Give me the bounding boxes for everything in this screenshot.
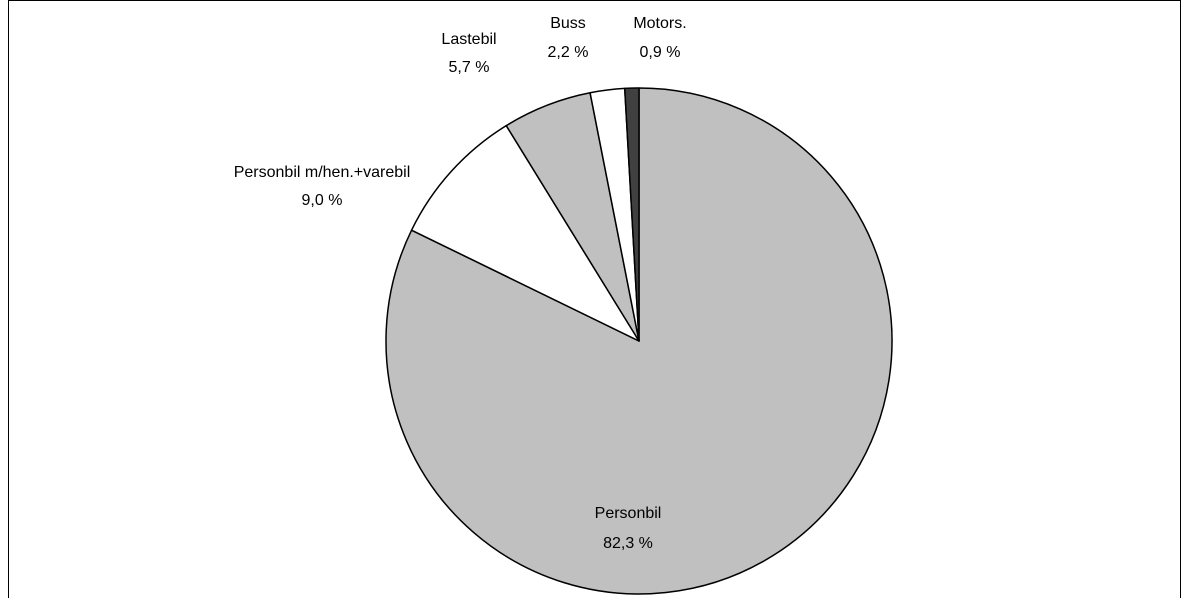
slice-value-personbil: 82,3 % <box>603 535 653 552</box>
chart-frame: Personbil 82,3 % Personbil m/hen.+varebi… <box>8 0 1181 598</box>
slice-value-personbil-hen-varebil: 9,0 % <box>302 192 343 209</box>
slice-label-personbil: Personbil <box>595 505 662 522</box>
pie-slice-1 <box>410 124 640 342</box>
pie-chart: Personbil 82,3 % Personbil m/hen.+varebi… <box>234 15 893 595</box>
slice-label-buss: Buss <box>550 15 586 32</box>
slice-label-personbil-hen-varebil: Personbil m/hen.+varebil <box>234 164 411 181</box>
pie-slices <box>385 87 893 595</box>
slice-label-lastebil: Lastebil <box>441 31 496 48</box>
slice-value-motors: 0,9 % <box>640 44 681 61</box>
pie-slice-4 <box>623 87 640 342</box>
slice-value-buss: 2,2 % <box>548 44 589 61</box>
slice-label-motors: Motors. <box>633 15 686 32</box>
pie-labels: Personbil 82,3 % Personbil m/hen.+varebi… <box>234 15 687 552</box>
slice-value-lastebil: 5,7 % <box>449 59 490 76</box>
